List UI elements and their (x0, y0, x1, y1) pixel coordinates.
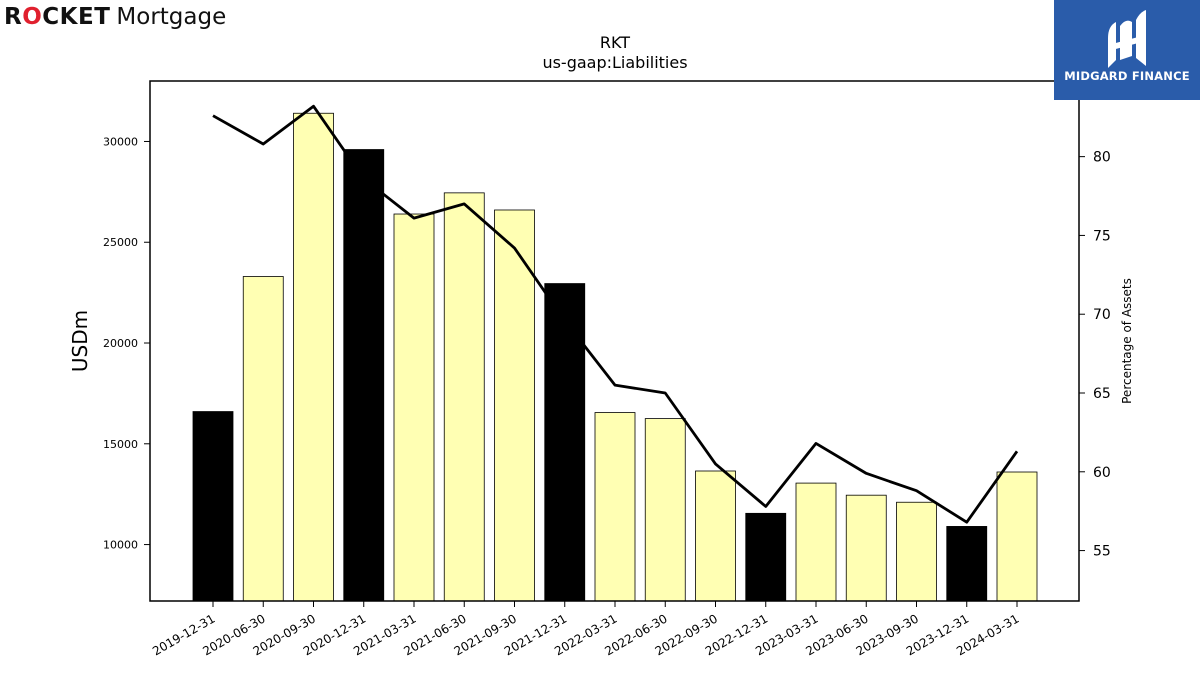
bar-2019-12-31 (192, 411, 234, 602)
y-tick-label: 10000 (103, 539, 138, 552)
chart-title: RKT (600, 33, 630, 52)
y2-tick-label: 60 (1093, 465, 1111, 481)
y-tick-label: 30000 (103, 135, 138, 148)
y-tick-label: 20000 (103, 337, 138, 350)
bar-2021-09-30 (494, 209, 535, 602)
y2-axis-label: Percentage of Assets (1120, 278, 1134, 404)
rocket-mortgage-logo: ROCKET Mortgage (4, 4, 227, 30)
y2-tick-label: 65 (1093, 386, 1111, 402)
bar-2022-12-31 (745, 512, 787, 602)
y2-tick-label: 70 (1093, 307, 1111, 323)
y2-tick-label: 75 (1093, 228, 1111, 244)
bar-2020-09-30 (293, 112, 334, 602)
midgard-finance-text: MIDGARD FINANCE (1064, 69, 1190, 83)
bar-2023-03-31 (795, 482, 837, 602)
bar-2020-12-31 (343, 149, 385, 602)
y-tick-label: 25000 (103, 236, 138, 249)
chart-subtitle: us-gaap:Liabilities (542, 53, 687, 72)
percentage-of-assets-line (212, 104, 1019, 524)
bar-2023-09-30 (896, 501, 937, 602)
bar-2021-03-31 (393, 213, 435, 602)
bar-2021-06-30 (443, 192, 485, 602)
y2-tick-label: 55 (1093, 544, 1111, 560)
y-axis-label: USDm (68, 310, 92, 372)
bar-2022-03-31 (594, 412, 636, 602)
y2-axis: 55 60 65 70 75 80 (1079, 150, 1111, 560)
bar-2022-06-30 (644, 418, 686, 602)
bar-2023-12-31 (946, 526, 988, 602)
bar-2020-06-30 (242, 276, 284, 602)
bar-2023-06-30 (845, 494, 887, 602)
x-axis: 2019-12-312020-06-302020-09-302020-12-31… (150, 601, 1022, 658)
y-axis: 10000 15000 20000 25000 30000 (103, 135, 150, 552)
bar-2024-03-31 (996, 471, 1038, 602)
bar-group (192, 112, 1038, 602)
bar-2022-09-30 (695, 470, 736, 602)
y2-tick-label: 80 (1093, 150, 1111, 166)
y-tick-label: 15000 (103, 438, 138, 451)
midgard-emblem-icon (1108, 10, 1146, 68)
midgard-finance-logo: MIDGARD FINANCE (1054, 0, 1200, 100)
bar-2021-12-31 (544, 283, 586, 602)
line-group (212, 104, 1019, 524)
